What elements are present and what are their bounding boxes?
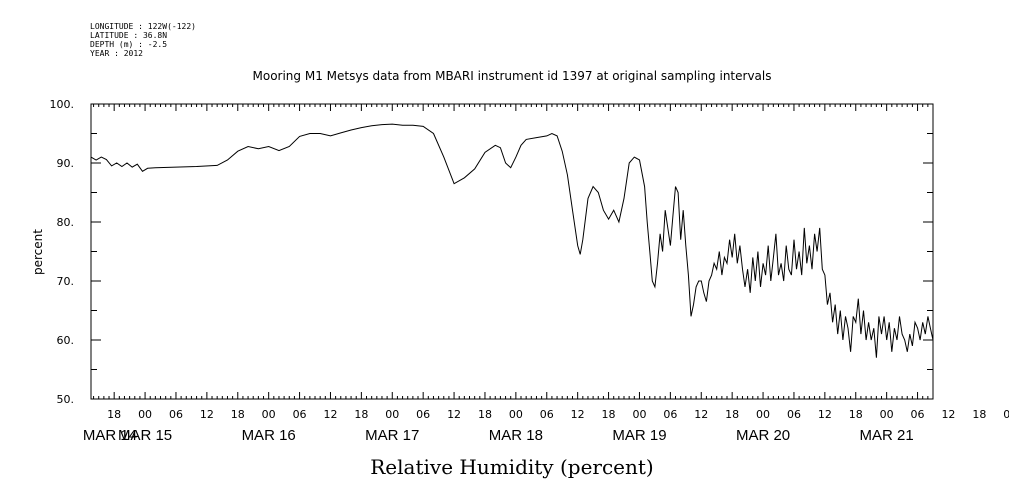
- meta-longitude: LONGITUDE : 122W(-122): [90, 22, 196, 31]
- y-axis-label: percent: [31, 229, 45, 275]
- x-tick-label: 12: [571, 408, 585, 421]
- x-tick-label: 18: [478, 408, 492, 421]
- y-tick-label: 80.: [57, 216, 75, 229]
- x-tick-label: 18: [725, 408, 739, 421]
- x-axis-ticks: [93, 104, 934, 399]
- y-axis: 50. 60. 70. 80. 90. 100.: [50, 98, 933, 406]
- x-day-label: MAR 21: [860, 427, 914, 444]
- x-tick-label: 06: [169, 408, 183, 421]
- x-day-label: MAR 16: [242, 427, 296, 444]
- meta-year: YEAR : 2012: [90, 49, 143, 58]
- x-tick-label: 06: [416, 408, 430, 421]
- plot-frame: [90, 103, 934, 400]
- x-tick-label: 06: [787, 408, 801, 421]
- x-day-label: MAR 14: [83, 427, 137, 444]
- x-tick-label: 18: [602, 408, 616, 421]
- x-tick-label: 12: [818, 408, 832, 421]
- x-tick-label: 18: [354, 408, 368, 421]
- x-day-label: MAR 19: [612, 427, 666, 444]
- y-tick-label: 50.: [57, 393, 75, 406]
- x-tick-label: 18: [107, 408, 121, 421]
- x-tick-label: 06: [663, 408, 677, 421]
- x-axis-labels: 18 00 06 12 18 00 06 12 18 00 06 12 18 00 06 12 18 00 06 12…: [83, 408, 1009, 444]
- x-tick-label: 00: [385, 408, 399, 421]
- x-tick-label: 00: [262, 408, 276, 421]
- humidity-series-line: [90, 123, 934, 358]
- x-tick-label: 18: [972, 408, 986, 421]
- meta-depth: DEPTH (m) : -2.5: [90, 40, 168, 49]
- y-tick-label: 60.: [57, 334, 75, 347]
- x-day-label: MAR 15: [118, 427, 172, 444]
- x-tick-label: 18: [849, 408, 863, 421]
- x-tick-label: 00: [138, 408, 152, 421]
- x-day-label: MAR 17: [365, 427, 419, 444]
- metadata-block: LONGITUDE : 122W(-122) LATITUDE : 36.8N …: [90, 22, 196, 58]
- x-tick-label: 18: [231, 408, 245, 421]
- x-tick-label: 12: [694, 408, 708, 421]
- x-tick-label: 00: [880, 408, 894, 421]
- y-tick-label: 100.: [50, 98, 75, 111]
- x-tick-label: 06: [293, 408, 307, 421]
- x-tick-label: 12: [323, 408, 337, 421]
- x-tick-label: 12: [941, 408, 955, 421]
- x-day-label: MAR 18: [489, 427, 543, 444]
- x-tick-label: 00: [509, 408, 523, 421]
- chart-title: Mooring M1 Metsys data from MBARI instru…: [253, 69, 772, 83]
- meta-latitude: LATITUDE : 36.8N: [90, 31, 168, 40]
- y-tick-label: 90.: [57, 157, 75, 170]
- x-axis-label: Relative Humidity (percent): [370, 455, 653, 479]
- x-tick-label: 00: [756, 408, 770, 421]
- x-day-label: MAR 20: [736, 427, 790, 444]
- x-tick-label: 06: [911, 408, 925, 421]
- x-tick-label: 00: [1003, 408, 1009, 421]
- x-tick-label: 12: [447, 408, 461, 421]
- x-tick-label: 12: [200, 408, 214, 421]
- x-tick-label: 06: [540, 408, 554, 421]
- y-tick-label: 70.: [57, 275, 75, 288]
- x-tick-label: 00: [632, 408, 646, 421]
